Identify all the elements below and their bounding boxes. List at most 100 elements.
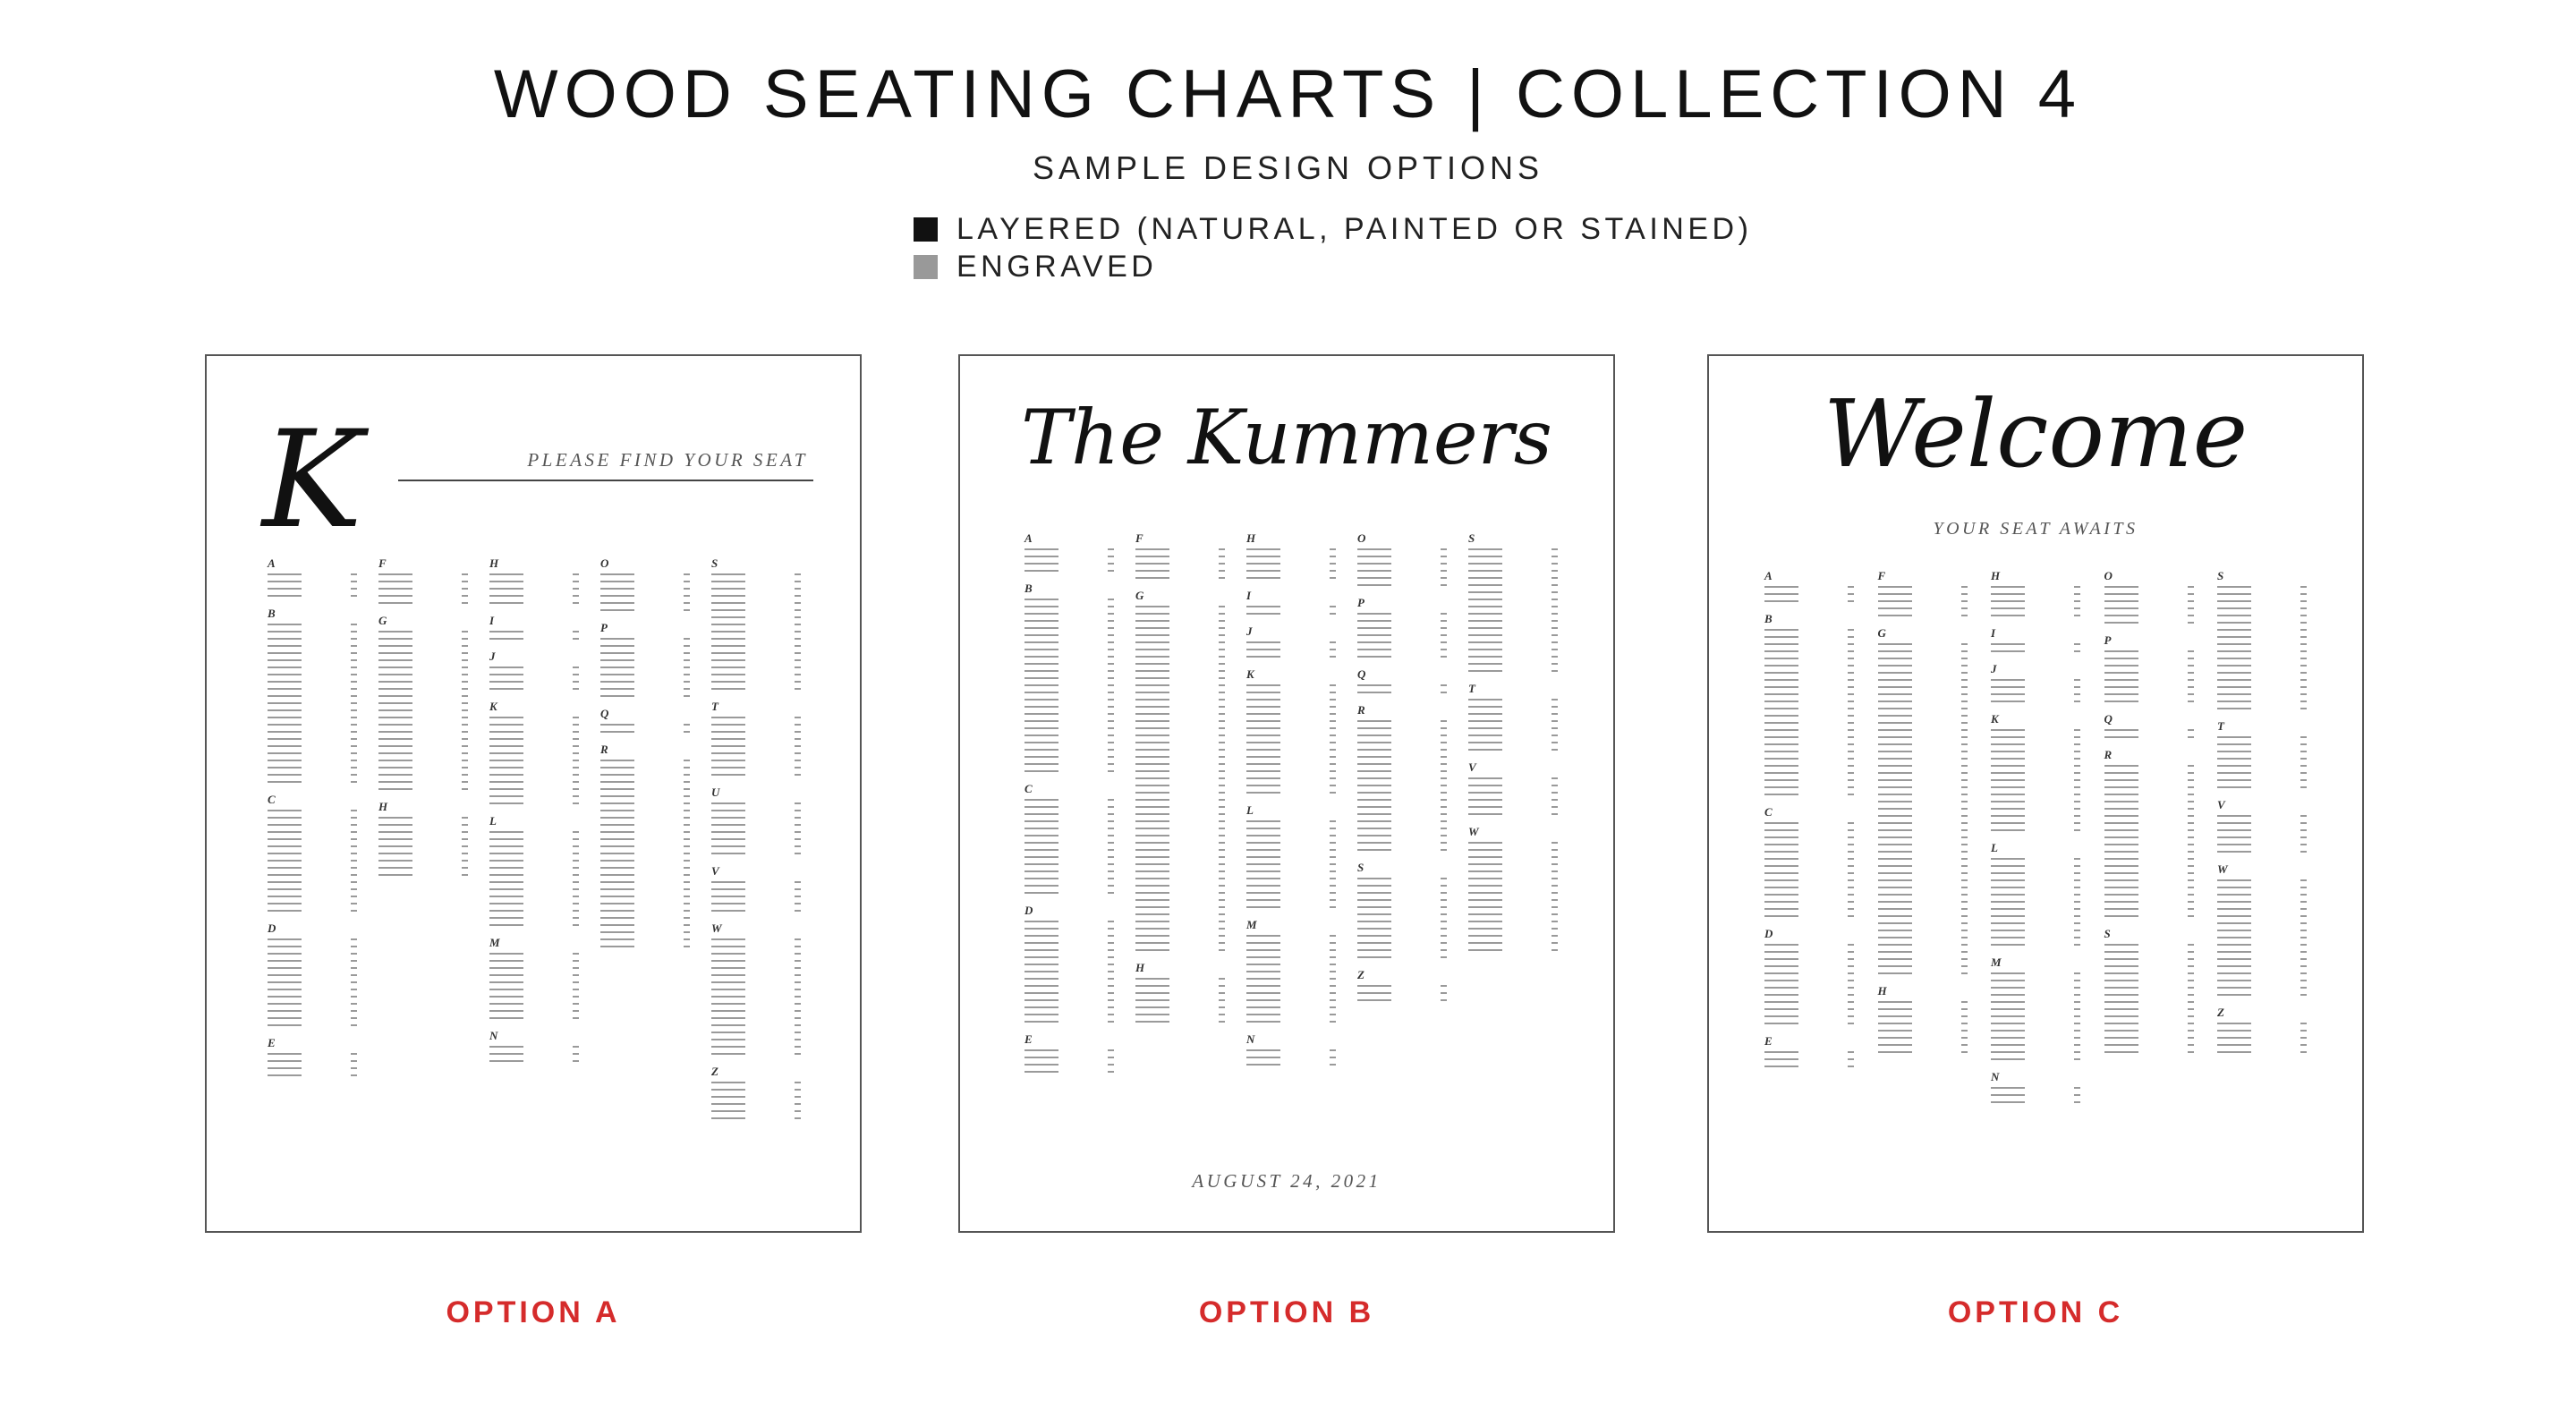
guest-row xyxy=(1877,841,1971,848)
guest-row xyxy=(1764,905,1858,913)
guest-row xyxy=(1468,703,1561,710)
guest-row xyxy=(378,671,472,678)
guest-row xyxy=(1135,796,1228,803)
guest-row xyxy=(489,907,582,914)
guest-row xyxy=(600,800,693,807)
guest-row xyxy=(1357,889,1450,896)
guest-row xyxy=(1877,698,1971,705)
letter-section: Z xyxy=(711,1065,804,1122)
guest-row xyxy=(2217,662,2310,669)
letter-section: W xyxy=(2217,862,2310,998)
section-letter: L xyxy=(1246,803,1254,817)
guest-row xyxy=(1024,667,1118,675)
guest-row xyxy=(711,592,804,599)
guest-row xyxy=(600,886,693,893)
guest-row xyxy=(2104,612,2198,619)
guest-row xyxy=(378,628,472,635)
guest-row xyxy=(1764,655,1858,662)
guest-row xyxy=(1764,662,1858,669)
guest-row xyxy=(378,599,472,607)
guest-row xyxy=(2104,841,2198,848)
letter-section: C xyxy=(1024,782,1118,896)
guest-column: F G H xyxy=(378,556,472,1129)
legend-item-layered: LAYERED (NATURAL, PAINTED OR STAINED) xyxy=(914,211,1752,247)
guest-row xyxy=(1877,805,1971,812)
guest-row xyxy=(1246,889,1339,896)
guest-row xyxy=(2104,884,2198,891)
guest-row xyxy=(1991,691,2084,698)
seating-chart-option-c[interactable]: Welcome YOUR SEAT AWAITS A B C D E F G H H I J K L M N… xyxy=(1707,354,2364,1233)
section-letter: K xyxy=(1991,712,1999,726)
guest-row xyxy=(1357,725,1450,732)
guest-row xyxy=(1246,1054,1339,1061)
guest-row xyxy=(268,936,361,943)
guest-row xyxy=(378,850,472,857)
section-letter: H xyxy=(1877,984,1887,998)
guest-row xyxy=(489,843,582,850)
guest-row xyxy=(1135,653,1228,660)
letter-section: M xyxy=(1246,918,1339,1025)
guest-row xyxy=(489,950,582,957)
guest-row xyxy=(1991,941,2084,948)
guest-row xyxy=(1135,832,1228,839)
guest-row xyxy=(711,1050,804,1057)
letter-section: J xyxy=(489,650,582,692)
guest-row xyxy=(1468,782,1561,789)
guest-row xyxy=(1357,832,1450,839)
guest-row xyxy=(489,828,582,836)
guest-row xyxy=(268,807,361,814)
guest-row xyxy=(1764,791,1858,798)
guest-row xyxy=(1991,1091,2084,1099)
guest-row xyxy=(1135,753,1228,760)
guest-row xyxy=(378,735,472,743)
guest-row xyxy=(489,757,582,764)
guest-row xyxy=(1877,791,1971,798)
seating-chart-option-a[interactable]: K PLEASE FIND YOUR SEAT A B C D E F G H H I J K L M N O… xyxy=(205,354,862,1233)
guest-row xyxy=(489,979,582,986)
guest-row xyxy=(1468,846,1561,853)
letter-section: S xyxy=(1357,861,1450,961)
letter-section: S xyxy=(711,556,804,692)
guest-row xyxy=(268,893,361,900)
guest-row xyxy=(1991,583,2084,590)
guest-row xyxy=(1468,803,1561,811)
guest-row xyxy=(1877,734,1971,741)
guest-row xyxy=(1764,834,1858,841)
guest-row xyxy=(1764,913,1858,920)
guest-row xyxy=(1764,991,1858,998)
guest-row xyxy=(1246,961,1339,968)
letter-section: Q xyxy=(2104,712,2198,741)
guest-row xyxy=(378,728,472,735)
guest-column: O P Q R S xyxy=(2104,569,2198,1113)
guest-row xyxy=(1357,639,1450,646)
guest-row xyxy=(1024,954,1118,961)
guest-row xyxy=(711,807,804,814)
guest-row xyxy=(1764,870,1858,877)
section-letter: F xyxy=(1135,531,1143,545)
guest-row xyxy=(2217,705,2310,712)
section-letter: T xyxy=(711,700,718,713)
guest-row xyxy=(711,950,804,957)
guest-row xyxy=(268,642,361,650)
seating-chart-option-b[interactable]: The Kummers A B C D E F G H H I J K L M N O P Q R S Z S T V W AU… xyxy=(958,354,1615,1233)
guest-row xyxy=(711,642,804,650)
guest-row xyxy=(1024,639,1118,646)
section-letter: Q xyxy=(600,707,609,720)
heading: The Kummers xyxy=(1021,394,1552,481)
guest-row xyxy=(2217,769,2310,777)
guest-row xyxy=(1024,932,1118,939)
guest-row xyxy=(1991,798,2084,805)
guest-row xyxy=(268,1050,361,1057)
guest-column: H I J K L M N xyxy=(1246,531,1339,1083)
guest-row xyxy=(1024,703,1118,710)
guest-row xyxy=(1135,682,1228,689)
guest-row xyxy=(711,650,804,657)
guest-row xyxy=(1877,812,1971,819)
guest-row xyxy=(489,964,582,972)
guest-row xyxy=(1246,646,1339,653)
guest-row xyxy=(268,628,361,635)
guest-row xyxy=(1877,755,1971,762)
guest-row xyxy=(1991,905,2084,913)
guest-row xyxy=(1357,775,1450,782)
guest-row xyxy=(711,771,804,778)
